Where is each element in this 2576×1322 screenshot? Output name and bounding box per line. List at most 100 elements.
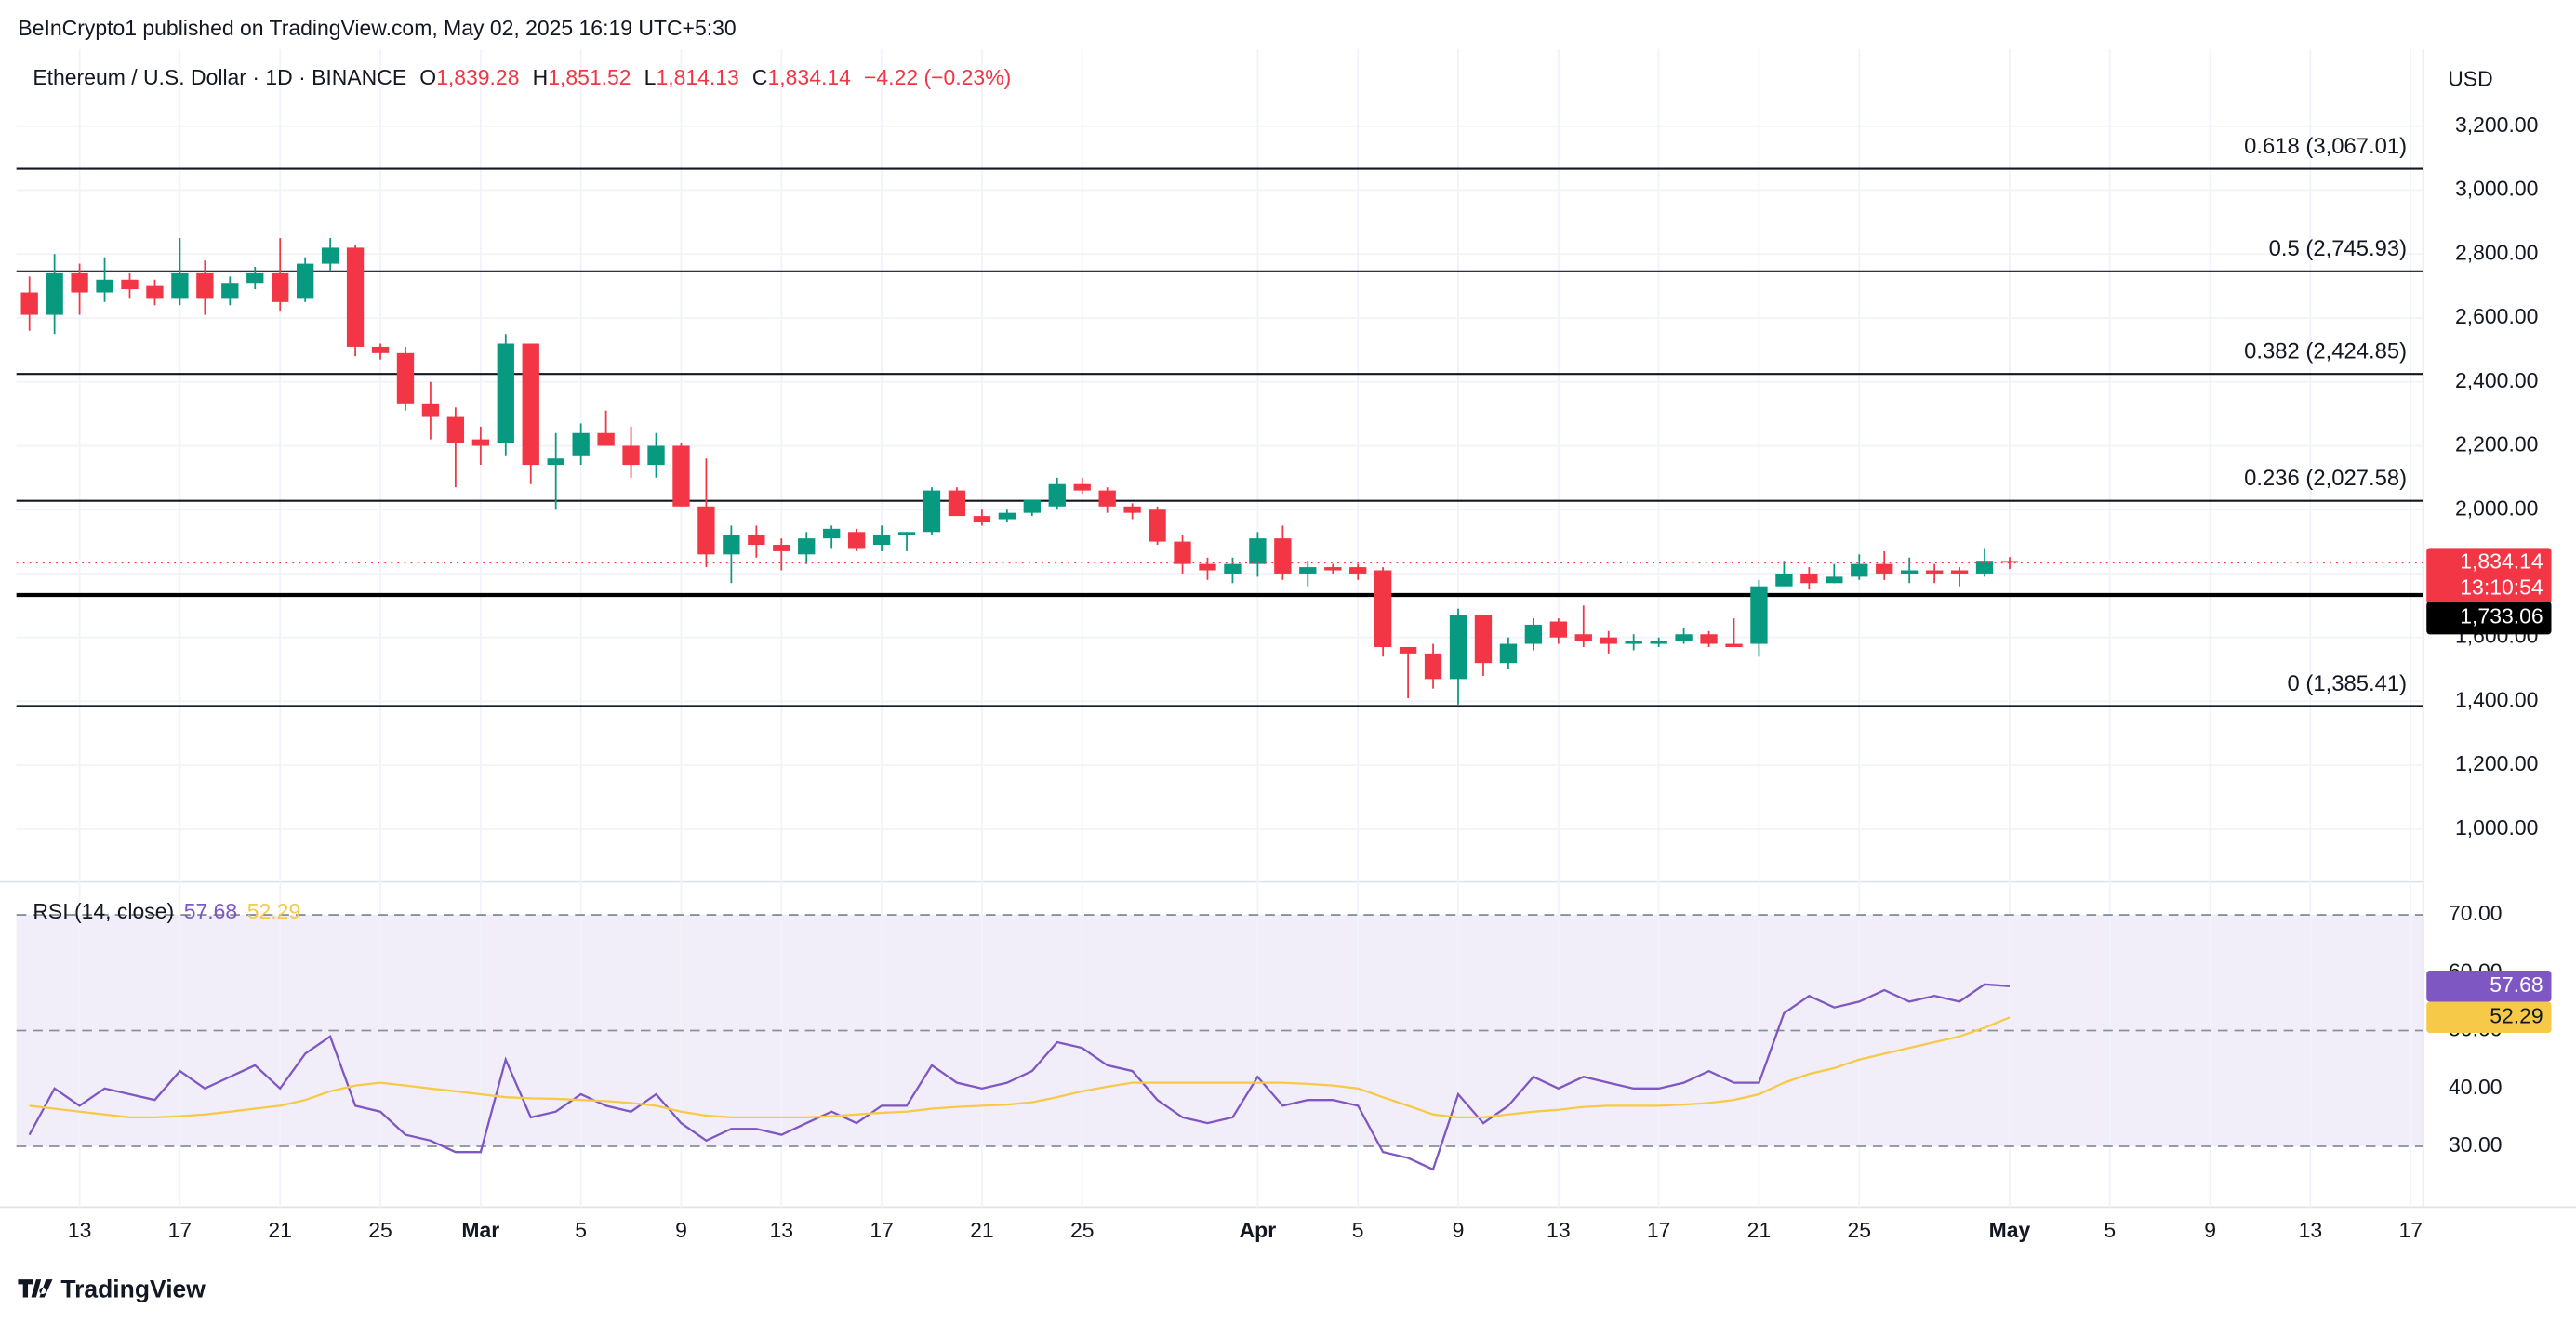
x-tick-label: 17 <box>2398 1218 2423 1242</box>
x-tick-label: 9 <box>2204 1218 2216 1242</box>
candle-body <box>1574 634 1592 641</box>
candle-body <box>1549 621 1567 638</box>
candle-body <box>798 538 816 555</box>
candle-body <box>1524 624 1543 644</box>
legend-key: L <box>644 65 657 89</box>
candle-body <box>146 285 164 299</box>
candle-body <box>1174 541 1191 564</box>
candle-body <box>1499 643 1518 664</box>
candle-body <box>1925 570 1944 574</box>
candle-body <box>948 490 966 517</box>
candle-body <box>497 343 514 443</box>
candle-body <box>1474 615 1493 664</box>
fib-level-label: 0.618 (3,067.01) <box>2244 134 2407 159</box>
candle-body <box>471 439 490 446</box>
candle-body <box>1399 646 1417 654</box>
candle-body <box>396 352 415 404</box>
candle-body <box>1700 634 1718 644</box>
countdown-label: 13:10:54 <box>2460 575 2543 600</box>
x-tick-label: 5 <box>2104 1218 2116 1242</box>
candle-body <box>1876 563 1893 574</box>
candle-body <box>823 528 841 539</box>
candle-body <box>773 545 790 551</box>
candle-body <box>121 279 139 290</box>
candle-body <box>522 343 539 466</box>
price-legend: Ethereum / U.S. Dollar · 1D · BINANCE O1,… <box>33 65 1011 89</box>
candle-body <box>622 445 640 466</box>
footer-brand: TradingView <box>60 1275 206 1302</box>
candle-body <box>1750 586 1768 644</box>
legend-value: 1,814.13 <box>656 65 738 89</box>
candle-body <box>1274 538 1292 574</box>
candle-body <box>96 279 113 293</box>
last-price-box <box>2426 548 2552 604</box>
x-tick-label: 21 <box>268 1218 292 1242</box>
candle-body <box>1725 643 1743 647</box>
fib-level-label: 0.236 (2,027.58) <box>2244 466 2407 491</box>
candle-body <box>1851 563 1868 577</box>
currency-label: USD <box>2448 67 2492 91</box>
y-tick-label: 1,200.00 <box>2455 751 2538 775</box>
x-tick-label: Mar <box>461 1218 499 1242</box>
candle-body <box>446 416 465 443</box>
candle-body <box>1349 567 1367 574</box>
rsi-legend: RSI (14, close) 57.68 52.29 <box>33 899 300 923</box>
candle-body <box>346 247 365 347</box>
logo <box>18 1279 53 1298</box>
y-tick-label: 1,400.00 <box>2455 687 2538 711</box>
fib-level-label: 0.382 (2,424.85) <box>2244 339 2407 364</box>
x-tick-label: 21 <box>970 1218 994 1242</box>
support-label: 1,733.06 <box>2460 604 2543 628</box>
candle-body <box>1299 567 1317 574</box>
candle-body <box>547 458 564 466</box>
legend-change: −4.22 (−0.23%) <box>864 65 1011 89</box>
candle-body <box>1950 570 1969 574</box>
legend-value: 1,851.52 <box>548 65 631 89</box>
rsi-value-label: 52.29 <box>2490 1003 2543 1027</box>
candle-body <box>1048 483 1066 507</box>
rsi-tick-label: 70.00 <box>2449 901 2502 925</box>
candle-body <box>246 272 264 284</box>
y-tick-label: 1,000.00 <box>2455 815 2538 839</box>
candle-body <box>1800 573 1818 584</box>
candle-body <box>221 283 239 299</box>
x-tick-label: 21 <box>1747 1218 1772 1242</box>
y-tick-label: 2,000.00 <box>2455 496 2538 520</box>
candle-body <box>1199 563 1216 571</box>
candle-body <box>2000 561 2019 563</box>
rsi-line <box>29 1016 2011 1119</box>
candle-body <box>371 346 390 353</box>
fib-level-label: 0 (1,385.41) <box>2288 671 2408 696</box>
x-tick-label: 9 <box>675 1218 687 1242</box>
candle-body <box>897 532 916 535</box>
rsi-value-label-box <box>2426 1001 2552 1034</box>
x-tick-label: 9 <box>1453 1218 1465 1242</box>
candle-body <box>973 516 991 522</box>
candle-body <box>647 445 665 466</box>
x-tick-label: 17 <box>1647 1218 1671 1242</box>
legend-key: C <box>752 65 768 89</box>
y-tick-label: 3,200.00 <box>2455 112 2538 137</box>
x-tick-label: 5 <box>575 1218 587 1242</box>
candle-body <box>1073 483 1091 491</box>
x-tick-label: 17 <box>168 1218 193 1242</box>
rsi-value-label: 57.68 <box>2490 972 2543 997</box>
rsi-legend-value: 57.68 <box>184 899 237 923</box>
candle-body <box>1023 499 1041 513</box>
candle-body <box>1149 509 1166 542</box>
rsi-tick-label: 30.00 <box>2449 1132 2502 1157</box>
candle-body <box>1424 653 1442 680</box>
x-tick-label: 17 <box>870 1218 894 1242</box>
candle-body <box>998 512 1016 520</box>
candle-body <box>872 535 891 546</box>
rsi-title: RSI (14, close) <box>33 899 174 923</box>
candle-body <box>71 272 88 293</box>
y-tick-label: 2,400.00 <box>2455 368 2538 392</box>
candle-body <box>297 263 314 299</box>
candle-body <box>1374 570 1392 647</box>
candle-body <box>923 490 941 533</box>
candle-body <box>672 445 690 507</box>
